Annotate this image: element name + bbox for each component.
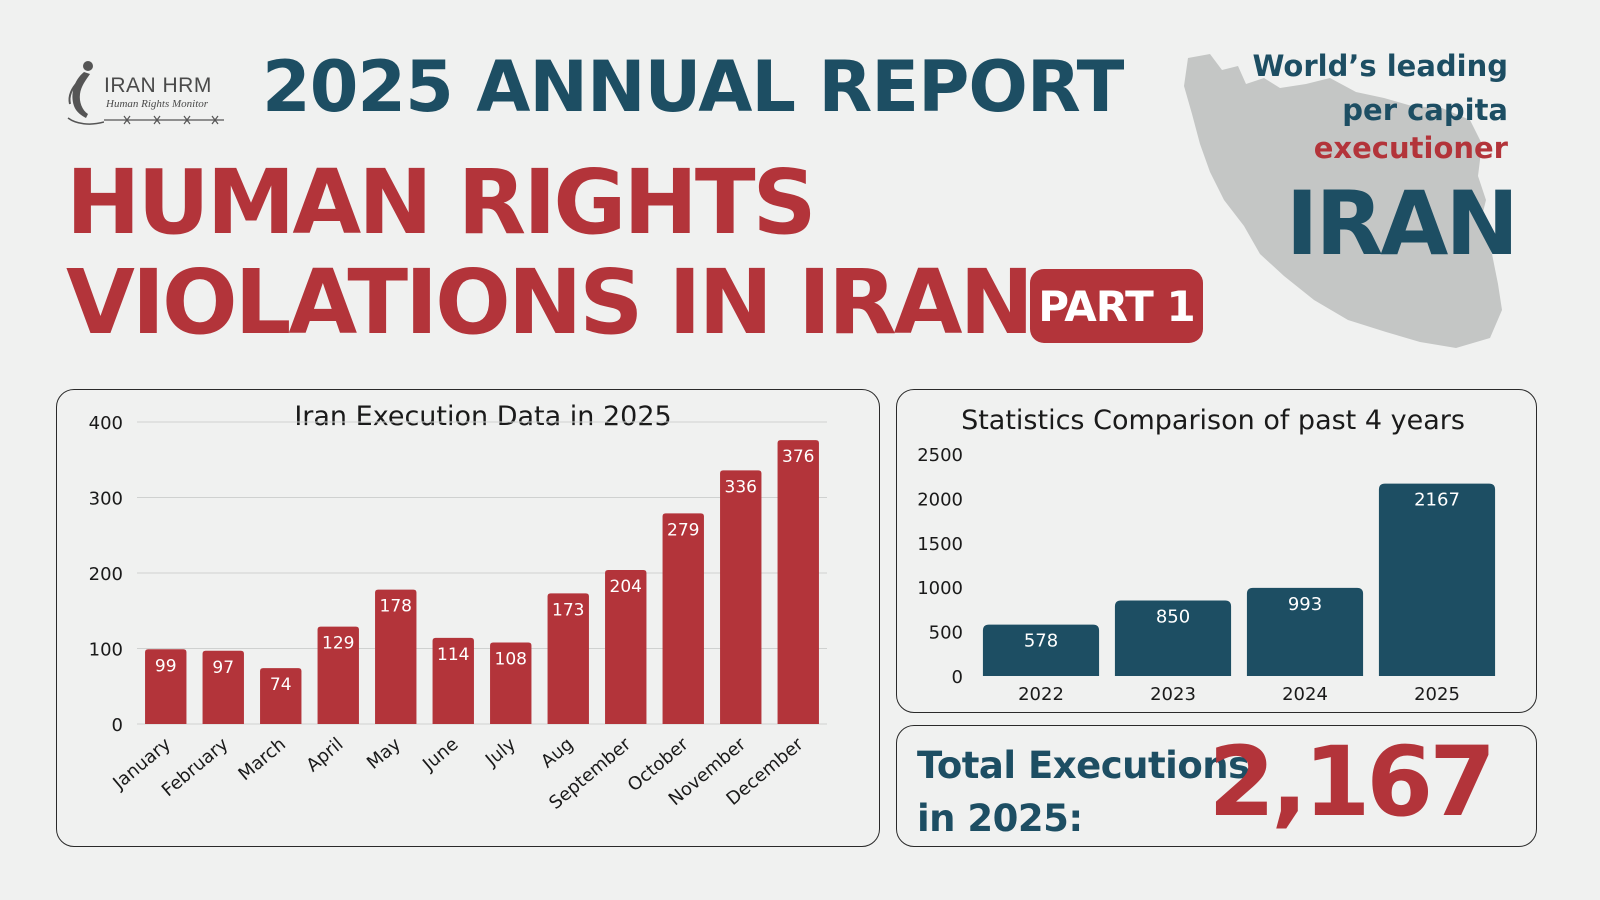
yearly-comparison-chart: Statistics Comparison of past 4 years 0 5… (917, 405, 1496, 705)
y-tick-label: 300 (89, 489, 123, 510)
bar-value-label: 129 (322, 634, 354, 654)
chart-title: Statistics Comparison of past 4 years (961, 405, 1465, 436)
bar-value-label: 99 (155, 656, 177, 676)
logo-subtitle: Human Rights Monitor (106, 98, 209, 110)
y-tick-label: 500 (929, 623, 963, 644)
x-tick-label: 2022 (1018, 684, 1064, 705)
total-label: Total Executions in 2025: (917, 740, 1277, 845)
bar-value-label: 173 (552, 600, 584, 620)
bar-january (145, 649, 187, 724)
x-tick-label: July (481, 734, 520, 772)
chart-title: Iran Execution Data in 2025 (294, 401, 671, 432)
bar-value-label: 279 (667, 520, 699, 540)
bar-october (662, 513, 704, 724)
bar-may (375, 589, 417, 724)
tagline-line2: per capita (1342, 93, 1508, 127)
x-tick-label: Aug (537, 734, 577, 773)
bar-aug (547, 593, 589, 724)
bar-june (432, 637, 474, 724)
bar-december (777, 440, 819, 724)
report-title: 2025 ANNUAL REPORT (262, 46, 1124, 128)
y-tick-label: 400 (89, 413, 123, 434)
bar-february (202, 650, 244, 724)
yearly-chart-panel: Statistics Comparison of past 4 years 0 5… (896, 389, 1537, 713)
total-label-line2: in 2025: (917, 796, 1083, 840)
bar-value-label: 74 (270, 675, 292, 695)
bar-2023 (1114, 600, 1232, 676)
x-tick-label: April (302, 734, 347, 777)
headline-line2: VIOLATIONS IN IRAN (66, 250, 1034, 354)
bar-april (317, 626, 359, 724)
bar-value-label: 336 (725, 477, 757, 497)
bar-value-label: 850 (1156, 607, 1190, 628)
barbed-wire-icon (104, 115, 224, 125)
monthly-chart-panel: Iran Execution Data in 2025 0 100 200 300 40… (56, 389, 880, 847)
total-label-line1: Total Executions (917, 744, 1250, 787)
y-tick-label: 0 (952, 667, 963, 688)
x-tick-label: 2025 (1414, 684, 1460, 705)
bar-march (260, 668, 302, 724)
bar-value-label: 578 (1024, 631, 1058, 652)
x-tick-label: March (234, 734, 290, 785)
bar-2022 (982, 624, 1100, 676)
bar-value-label: 204 (610, 577, 642, 597)
bar-value-label: 2167 (1414, 490, 1460, 511)
bar-2024 (1246, 587, 1364, 676)
headline-line1: HUMAN RIGHTS (66, 150, 817, 254)
part-badge: PART 1 (1030, 269, 1203, 343)
y-tick-label: 200 (89, 564, 123, 585)
x-tick-label: June (418, 734, 462, 776)
bar-value-label: 114 (437, 645, 469, 665)
bar-november (720, 470, 762, 724)
total-value: 2,167 (1208, 726, 1496, 838)
y-tick-label: 2000 (917, 489, 963, 510)
bar-september (605, 569, 647, 724)
y-tick-label: 1500 (917, 534, 963, 555)
total-executions-panel: Total Executions in 2025: 2,167 (896, 725, 1537, 847)
x-tick-label: May (363, 734, 405, 774)
x-tick-label: 2024 (1282, 684, 1328, 705)
bar-value-label: 108 (495, 649, 527, 669)
y-tick-label: 100 (89, 640, 123, 661)
y-tick-label: 1000 (917, 578, 963, 599)
tagline-line1: World’s leading (1252, 49, 1508, 83)
bar-2025 (1378, 483, 1496, 676)
bar-value-label: 993 (1288, 594, 1322, 615)
country-name: IRAN (1285, 172, 1519, 275)
bar-july (490, 642, 532, 724)
tagline-line3: executioner (1313, 131, 1508, 165)
figure-icon (67, 61, 105, 125)
bar-value-label: 97 (212, 658, 234, 678)
logo-name: IRAN HRM (104, 74, 212, 97)
x-tick-label: 2023 (1150, 684, 1196, 705)
y-tick-label: 0 (112, 715, 123, 736)
iran-map-icon (1184, 54, 1502, 348)
monthly-execution-chart: Iran Execution Data in 2025 0 100 200 300 40… (89, 401, 827, 814)
iran-hrm-logo: IRAN HRM Human Rights Monitor (64, 58, 224, 130)
bar-value-label: 178 (380, 597, 412, 617)
y-tick-label: 2500 (917, 445, 963, 466)
bar-value-label: 376 (782, 447, 814, 467)
